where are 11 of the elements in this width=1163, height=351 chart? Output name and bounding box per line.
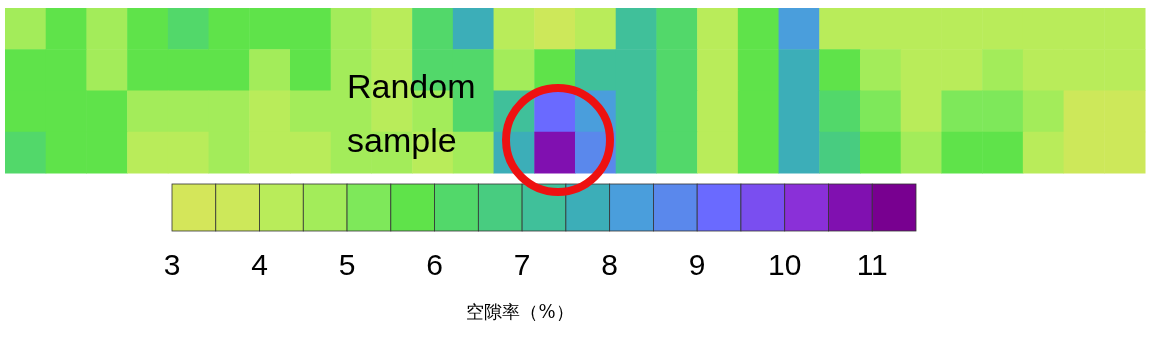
color-bar-label: 7 (513, 248, 531, 281)
color-bar-label: 8 (601, 248, 618, 281)
color-bar-label: 4 (251, 248, 268, 281)
color-bar-label: 9 (688, 248, 706, 281)
annotation: Random sample (347, 67, 476, 159)
color-bar-label: 5 (338, 248, 356, 281)
color-bar-title: 空隙率（%） (466, 301, 574, 322)
color-bar-label: 3 (163, 248, 181, 281)
color-bar-label: 6 (426, 248, 443, 281)
color-bar-label: 11 (856, 248, 888, 281)
color-bar-label: 10 (768, 248, 802, 281)
